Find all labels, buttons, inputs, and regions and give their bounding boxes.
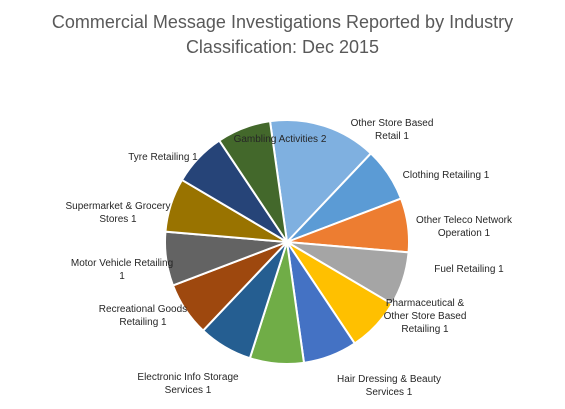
slice-label-5: Fuel Retailing 1 bbox=[434, 264, 504, 275]
slice-label-9: Recreational Goods Retailing 1 bbox=[99, 304, 187, 328]
slice-label-12: Tyre Retailing 1 bbox=[128, 152, 198, 163]
pie-slices bbox=[164, 119, 410, 365]
slice-label-1: Gambling Activities 2 bbox=[234, 134, 327, 145]
slice-label-10: Motor Vehicle Retailing 1 bbox=[71, 258, 173, 282]
slice-label-3: Clothing Retailing 1 bbox=[403, 170, 490, 181]
slice-label-4: Other Teleco Network Operation 1 bbox=[416, 215, 513, 239]
pie-slice-13 bbox=[217, 120, 288, 243]
pie-labels: Gambling Activities 2 Other Store Based Re… bbox=[65, 118, 513, 398]
slice-label-8: Electronic Info Storage Services 1 bbox=[137, 372, 239, 396]
slice-label-7: Hair Dressing & Beauty Services 1 bbox=[337, 374, 441, 398]
slice-label-11: Supermarket & Grocery Stores 1 bbox=[65, 201, 170, 225]
pie-slice-1 bbox=[268, 119, 373, 245]
slice-label-2: Other Store Based Retail 1 bbox=[351, 118, 434, 142]
slice-label-6: Pharmaceutical & Other Store Based Retaili… bbox=[384, 298, 467, 335]
chart-title-line-1: Commercial Message Investigations Report… bbox=[51, 12, 514, 32]
chart-title-line-2: Classification: Dec 2015 bbox=[185, 37, 380, 57]
